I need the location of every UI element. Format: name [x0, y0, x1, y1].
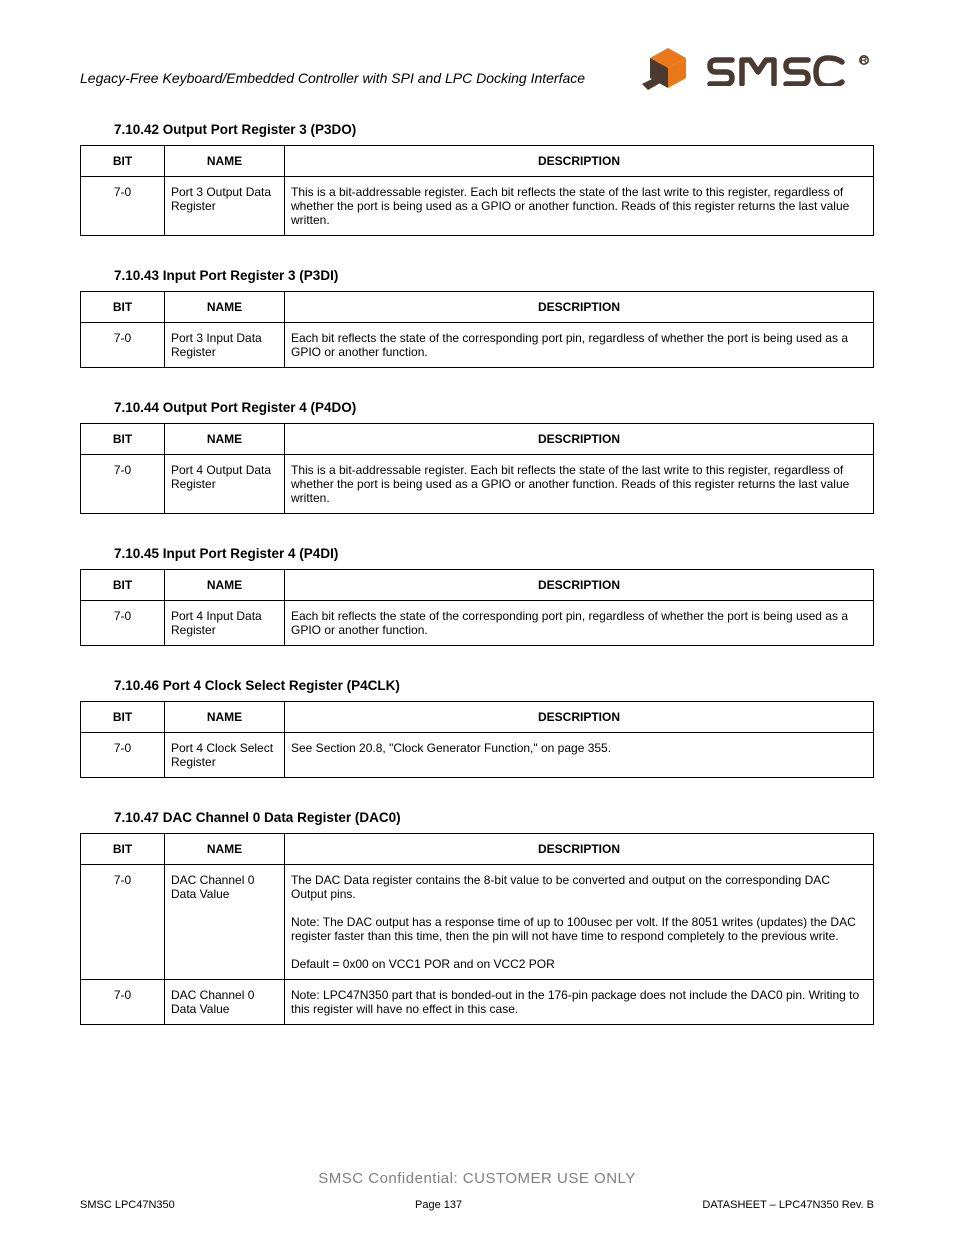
register-table: BITNAMEDESCRIPTION7-0Port 4 Output Data …	[80, 423, 874, 514]
column-header: NAME	[165, 292, 285, 323]
column-header: DESCRIPTION	[285, 702, 874, 733]
description-cell: Each bit reflects the state of the corre…	[285, 601, 874, 646]
logo-wordmark-icon	[706, 52, 874, 86]
name-cell: Port 4 Input Data Register	[165, 601, 285, 646]
register-table: BITNAMEDESCRIPTION7-0Port 3 Output Data …	[80, 145, 874, 236]
section-title: 7.10.44 Output Port Register 4 (P4DO)	[114, 400, 874, 415]
table-row: 7-0Port 3 Input Data RegisterEach bit re…	[81, 323, 874, 368]
footer-right: DATASHEET – LPC47N350 Rev. B	[702, 1199, 874, 1211]
table-row: 7-0DAC Channel 0 Data ValueThe DAC Data …	[81, 865, 874, 980]
bit-cell: 7-0	[81, 980, 165, 1025]
bit-cell: 7-0	[81, 601, 165, 646]
description-cell: Note: LPC47N350 part that is bonded-out …	[285, 980, 874, 1025]
footer-left: SMSC LPC47N350	[80, 1199, 175, 1211]
table-row: 7-0Port 3 Output Data RegisterThis is a …	[81, 177, 874, 236]
register-table: BITNAMEDESCRIPTION7-0Port 4 Clock Select…	[80, 701, 874, 778]
section-title: 7.10.43 Input Port Register 3 (P3DI)	[114, 268, 874, 283]
name-cell: Port 3 Input Data Register	[165, 323, 285, 368]
column-header: DESCRIPTION	[285, 570, 874, 601]
bit-cell: 7-0	[81, 455, 165, 514]
column-header: NAME	[165, 424, 285, 455]
column-header: BIT	[81, 570, 165, 601]
section-title: 7.10.46 Port 4 Clock Select Register (P4…	[114, 678, 874, 693]
column-header: NAME	[165, 834, 285, 865]
column-header: BIT	[81, 292, 165, 323]
description-cell: Each bit reflects the state of the corre…	[285, 323, 874, 368]
table-row: 7-0Port 4 Output Data RegisterThis is a …	[81, 455, 874, 514]
name-cell: DAC Channel 0 Data Value	[165, 980, 285, 1025]
column-header: BIT	[81, 424, 165, 455]
column-header: NAME	[165, 570, 285, 601]
bit-cell: 7-0	[81, 865, 165, 980]
section-title: 7.10.45 Input Port Register 4 (P4DI)	[114, 546, 874, 561]
footer-page-number: Page 137	[175, 1199, 703, 1211]
description-cell: The DAC Data register contains the 8-bit…	[285, 865, 874, 980]
section-title: 7.10.42 Output Port Register 3 (P3DO)	[114, 122, 874, 137]
name-cell: DAC Channel 0 Data Value	[165, 865, 285, 980]
description-cell: This is a bit-addressable register. Each…	[285, 455, 874, 514]
description-cell: This is a bit-addressable register. Each…	[285, 177, 874, 236]
description-cell: See Section 20.8, "Clock Generator Funct…	[285, 733, 874, 778]
brand-logo	[640, 46, 874, 92]
table-row: 7-0Port 4 Clock Select RegisterSee Secti…	[81, 733, 874, 778]
column-header: NAME	[165, 146, 285, 177]
column-header: NAME	[165, 702, 285, 733]
header-doc-title: Legacy-Free Keyboard/Embedded Controller…	[80, 70, 585, 92]
name-cell: Port 4 Output Data Register	[165, 455, 285, 514]
column-header: DESCRIPTION	[285, 146, 874, 177]
column-header: DESCRIPTION	[285, 424, 874, 455]
table-row: 7-0Port 4 Input Data RegisterEach bit re…	[81, 601, 874, 646]
register-table: BITNAMEDESCRIPTION7-0Port 4 Input Data R…	[80, 569, 874, 646]
name-cell: Port 4 Clock Select Register	[165, 733, 285, 778]
table-row: 7-0DAC Channel 0 Data ValueNote: LPC47N3…	[81, 980, 874, 1025]
column-header: DESCRIPTION	[285, 292, 874, 323]
bit-cell: 7-0	[81, 323, 165, 368]
section-title: 7.10.47 DAC Channel 0 Data Register (DAC…	[114, 810, 874, 825]
column-header: BIT	[81, 702, 165, 733]
column-header: DESCRIPTION	[285, 834, 874, 865]
register-table: BITNAMEDESCRIPTION7-0DAC Channel 0 Data …	[80, 833, 874, 1025]
column-header: BIT	[81, 834, 165, 865]
confidential-notice: SMSC Confidential: CUSTOMER USE ONLY	[0, 1170, 954, 1187]
register-table: BITNAMEDESCRIPTION7-0Port 3 Input Data R…	[80, 291, 874, 368]
bit-cell: 7-0	[81, 177, 165, 236]
page-footer: SMSC LPC47N350 Page 137 DATASHEET – LPC4…	[80, 1199, 874, 1211]
name-cell: Port 3 Output Data Register	[165, 177, 285, 236]
logo-icon	[640, 46, 696, 92]
column-header: BIT	[81, 146, 165, 177]
bit-cell: 7-0	[81, 733, 165, 778]
